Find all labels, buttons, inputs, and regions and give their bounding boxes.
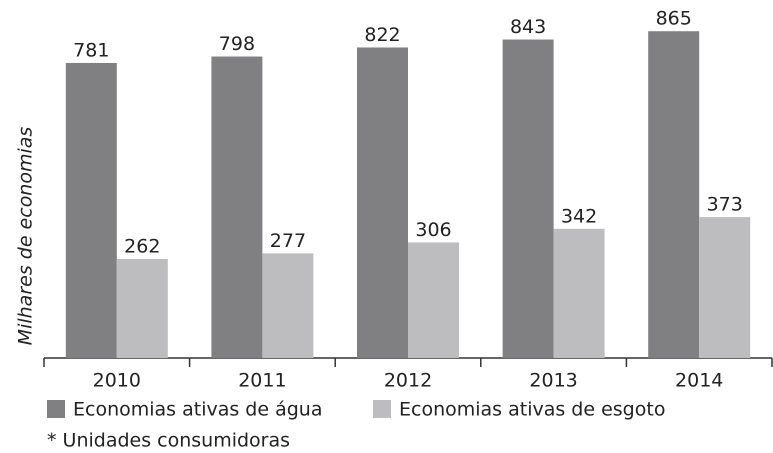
bar (116, 259, 168, 358)
value-label: 798 (219, 33, 255, 55)
x-tick-label: 2011 (238, 370, 286, 392)
value-label: 262 (124, 236, 160, 258)
x-tick-label: 2010 (93, 370, 141, 392)
bar (408, 242, 459, 358)
x-tick-label: 2013 (529, 370, 577, 392)
bar (211, 56, 263, 359)
value-label: 822 (364, 24, 400, 46)
legend-swatch (373, 400, 391, 418)
y-axis-label: Milhares de economias (15, 127, 37, 346)
bar (65, 62, 117, 358)
value-label: 781 (73, 39, 109, 61)
value-label: 865 (656, 8, 692, 30)
bar (262, 253, 314, 358)
bar (648, 31, 700, 358)
x-tick-label: 2014 (675, 370, 723, 392)
value-label: 342 (561, 205, 597, 227)
bar (502, 39, 554, 359)
value-label: 306 (415, 219, 451, 241)
legend-label: Economias ativas de água (73, 399, 323, 421)
value-label: 373 (707, 194, 743, 216)
bar (357, 47, 408, 358)
value-label: 277 (270, 230, 306, 252)
x-tick-label: 2012 (384, 370, 432, 392)
bar (699, 217, 751, 358)
value-label: 843 (510, 16, 546, 38)
bar (553, 228, 605, 358)
legend-label: Economias ativas de esgoto (399, 399, 665, 421)
legend-swatch (47, 400, 65, 418)
note: * Unidades consumidoras (47, 430, 290, 452)
